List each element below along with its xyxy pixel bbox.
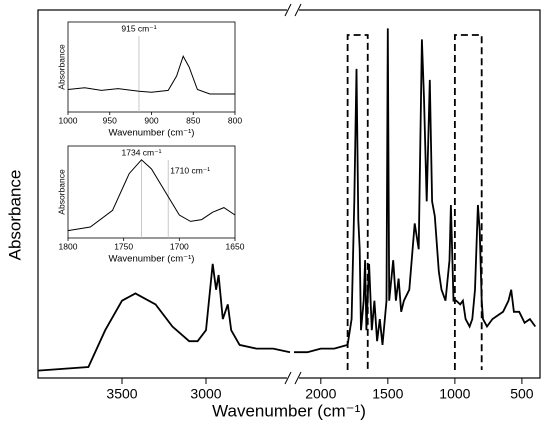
inset-x-tick-label: 850 (186, 115, 200, 125)
inset-x-tick-label: 950 (103, 115, 117, 125)
x-tick-label: 3000 (190, 386, 221, 402)
inset-x-tick-label: 800 (228, 115, 242, 125)
inset-x-axis-label: Wavenumber (cm⁻¹) (109, 254, 195, 265)
inset-x-tick-label: 1650 (226, 241, 245, 251)
inset-x-tick-label: 1000 (59, 115, 78, 125)
inset-x-axis-label: Wavenumber (cm⁻¹) (109, 128, 195, 139)
inset-y-axis-label: Absorbance (56, 44, 66, 90)
inset-frame (67, 145, 236, 239)
x-axis-label: Wavenumber (cm⁻¹) (212, 401, 366, 420)
plot-frame (37, 9, 541, 379)
x-tick-label: 2000 (305, 386, 336, 402)
inset-x-tick-label: 1750 (114, 241, 133, 251)
highlight-box (346, 34, 369, 370)
annotation-label: 1710 cm⁻¹ (170, 165, 210, 175)
inset-y-axis-label: Absorbance (56, 169, 66, 215)
x-tick-label: 1500 (372, 386, 403, 402)
x-tick-label: 3500 (106, 386, 137, 402)
x-tick-label: 500 (510, 386, 534, 402)
inset-frame (67, 21, 236, 113)
inset-x-tick-label: 900 (144, 115, 158, 125)
annotation-label: 1734 cm⁻¹ (122, 147, 162, 157)
axis-break (284, 3, 302, 385)
highlight-box (453, 34, 483, 370)
spectrum-line (67, 54, 235, 95)
x-tick-label: 1000 (439, 386, 470, 402)
annotation-label: 915 cm⁻¹ (121, 23, 156, 33)
y-axis-label: Absorbance (5, 170, 24, 261)
spectrum-line (67, 159, 236, 232)
spectrum-line (294, 28, 537, 354)
spectrum-line (37, 263, 291, 372)
inset-x-tick-label: 1700 (170, 241, 189, 251)
inset-x-tick-label: 1800 (59, 241, 78, 251)
